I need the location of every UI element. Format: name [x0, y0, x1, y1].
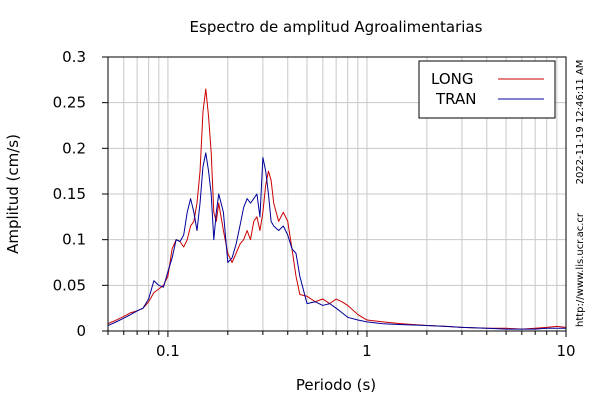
x-axis-label: Periodo (s) [296, 376, 376, 394]
y-axis-ticks: 0 0.05 0.1 0.15 0.2 0.25 0.3 [53, 48, 108, 340]
chart-title: Espectro de amplitud Agroalimentarias [190, 18, 483, 36]
y-tick-label: 0.3 [62, 48, 86, 66]
x-tick-label: 1 [362, 342, 372, 360]
series-line-tran [107, 152, 566, 330]
y-axis-label: Amplitud (cm/s) [4, 134, 22, 254]
x-tick-label: 10 [556, 342, 575, 360]
y-tick-label: 0.2 [62, 139, 86, 157]
source-url-annotation: http://www.lis.ucr.ac.cr [575, 212, 586, 327]
timestamp-annotation: 2022-11-19 12:46:11 AM [575, 60, 586, 185]
series-line-long [107, 88, 567, 330]
x-tick-label: 0.1 [156, 342, 180, 360]
y-tick-label: 0.05 [53, 276, 86, 294]
legend: LONG TRAN [418, 60, 556, 119]
legend-label-tran: TRAN [435, 90, 476, 108]
y-tick-label: 0.25 [53, 94, 86, 112]
legend-label-long: LONG [431, 70, 473, 88]
grid-lines [108, 57, 566, 331]
series-layer [107, 88, 567, 330]
y-tick-label: 0 [76, 322, 86, 340]
legend-box [418, 60, 556, 119]
x-axis-ticks: 0.1 1 10 [107, 331, 576, 360]
y-tick-label: 0.15 [53, 185, 86, 203]
y-tick-label: 0.1 [62, 231, 86, 249]
